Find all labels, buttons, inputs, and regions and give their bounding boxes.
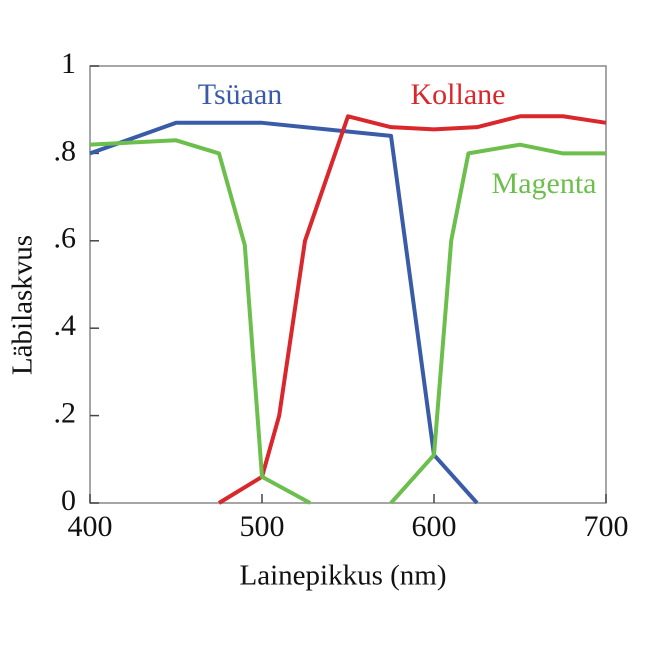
- y-tick-label: .4: [54, 309, 77, 342]
- series-label: Magenta: [492, 167, 597, 200]
- y-tick-label: 1: [61, 47, 76, 80]
- x-axis-label: Lainepikkus (nm): [240, 560, 447, 592]
- series-label: Kollane: [411, 78, 506, 111]
- x-tick-label: 400: [68, 510, 113, 543]
- plot-frame: [89, 65, 607, 504]
- series-label: Tsüaan: [198, 78, 283, 111]
- y-tick-label: .2: [54, 396, 77, 429]
- series-line: [89, 138, 606, 505]
- x-tick-label: 700: [584, 510, 629, 543]
- x-tick-label: 600: [412, 510, 457, 543]
- y-tick-label: 0: [61, 484, 76, 517]
- y-tick-label: .6: [54, 222, 77, 255]
- series-line: [217, 114, 607, 505]
- x-tick-label: 500: [240, 510, 285, 543]
- y-tick-label: .8: [54, 134, 77, 167]
- series-line: [89, 120, 479, 505]
- y-axis-label: Läbilaskvus: [7, 235, 39, 375]
